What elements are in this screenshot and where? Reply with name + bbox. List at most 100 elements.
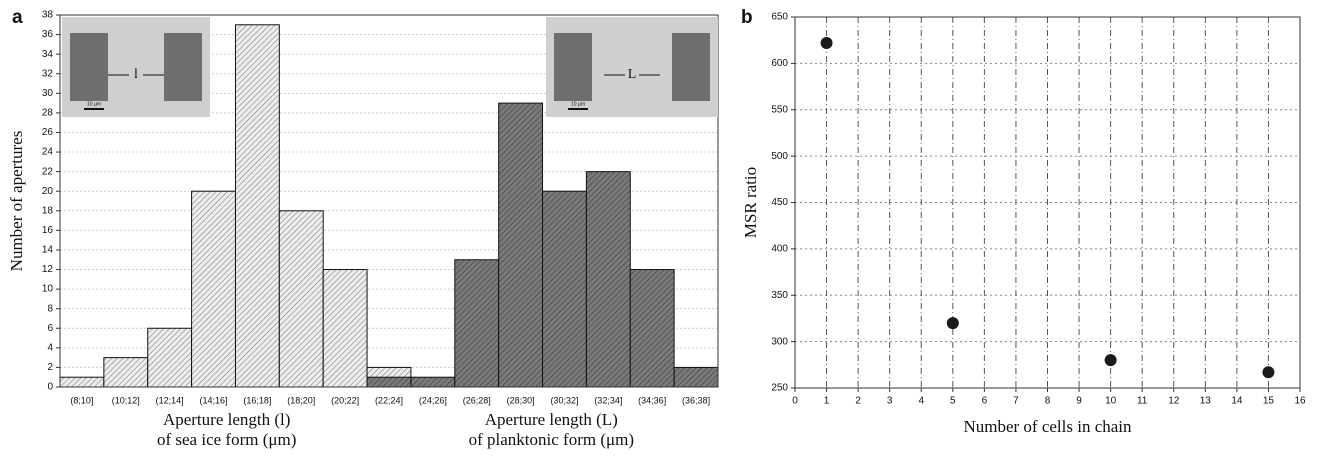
cell-right [672, 33, 710, 101]
x-tick-label: 0 [792, 396, 798, 407]
y-tick-label: 2 [47, 362, 53, 373]
x-tick-label: 9 [1076, 396, 1082, 407]
scale-bar-label: 10 μm [571, 101, 585, 107]
y-tick-label: 600 [771, 58, 788, 69]
x-axis-label: of planktonic form (μm) [469, 430, 634, 449]
point [820, 36, 833, 49]
y-tick-label: 34 [42, 49, 54, 60]
x-tick-label: (10;12] [112, 395, 140, 405]
bar [673, 366, 719, 388]
y-tick-label: 24 [42, 147, 54, 158]
y-tick-label: 20 [42, 186, 54, 197]
label-bg [625, 66, 639, 84]
x-tick-label: (14;16] [200, 395, 228, 405]
x-tick-label: (22;24] [375, 395, 403, 405]
x-tick-label: (36;38] [682, 395, 710, 405]
bar [366, 376, 412, 388]
y-tick-label: 28 [42, 108, 54, 119]
y-tick-label: 400 [771, 244, 788, 255]
bar [585, 171, 631, 388]
x-tick-label: (24;26] [419, 395, 447, 405]
x-tick-label: (26;28] [463, 395, 491, 405]
plot-frame [59, 14, 719, 388]
y-tick-label: 10 [42, 284, 54, 295]
bar [103, 357, 149, 388]
y-tick-label: 4 [47, 342, 53, 353]
x-tick-label: 16 [1294, 396, 1306, 407]
x-tick-label: (16;18] [243, 395, 271, 405]
x-tick-label: (28;30] [507, 395, 535, 405]
y-tick-label: 32 [42, 68, 54, 79]
bar [629, 269, 675, 388]
y-tick-label: 26 [42, 127, 54, 138]
x-tick-label: 8 [1045, 396, 1051, 407]
bar [542, 190, 587, 388]
y-tick-label: 300 [771, 336, 788, 347]
inset-label: l [134, 67, 138, 82]
y-axis-label: Number of apertures [7, 131, 26, 272]
x-tick-label: 4 [918, 396, 924, 407]
label-bg [129, 66, 143, 84]
y-tick-label: 250 [771, 383, 788, 394]
x-tick-label: (8;10] [70, 395, 93, 405]
point [1262, 366, 1275, 379]
inset-image: L 10 μm [546, 17, 718, 117]
x-tick-label: 13 [1200, 396, 1212, 407]
x-tick-label: 5 [950, 396, 956, 407]
y-tick-label: 350 [771, 290, 788, 301]
x-axis-label: of sea ice form (μm) [157, 430, 296, 449]
panel-label: a [12, 7, 23, 28]
x-tick-label: 11 [1137, 396, 1148, 407]
inset-label: L [628, 67, 637, 82]
scale-bar-label: 10 μm [87, 101, 101, 107]
x-tick-label: (18;20] [287, 395, 315, 405]
y-tick-label: 12 [42, 264, 54, 275]
x-tick-label: 10 [1105, 396, 1117, 407]
bar [322, 269, 368, 388]
bar [234, 24, 280, 388]
y-tick-label: 450 [771, 197, 788, 208]
bar [454, 259, 500, 388]
y-tick-label: 8 [47, 303, 53, 314]
y-tick-label: 0 [47, 382, 53, 393]
cell-left [554, 33, 592, 101]
inset-image: l 10 μm [62, 17, 210, 117]
x-tick-label: (34;36] [638, 395, 666, 405]
y-tick-label: 550 [771, 104, 788, 115]
x-tick-label: 2 [855, 396, 861, 407]
panel-label: b [741, 7, 753, 28]
x-tick-label: 14 [1231, 396, 1243, 407]
bar [278, 210, 324, 388]
y-axis-label: MSR ratio [741, 167, 760, 238]
bar [59, 376, 105, 388]
x-tick-label: 1 [824, 396, 830, 407]
y-tick-label: 6 [47, 323, 53, 334]
x-tick-label: 3 [887, 396, 893, 407]
x-tick-label: 6 [982, 396, 988, 407]
plot-frame [794, 16, 1301, 389]
cell-right [164, 33, 202, 101]
x-tick-label: 15 [1263, 396, 1275, 407]
bar [498, 102, 544, 388]
point [946, 317, 959, 330]
x-tick-label: 12 [1168, 396, 1180, 407]
y-tick-label: 650 [771, 12, 788, 23]
x-axis-label: Number of cells in chain [963, 417, 1132, 436]
x-axis-label: Aperture length (L) [485, 410, 618, 429]
bar [147, 327, 193, 388]
x-tick-label: (30;32] [550, 395, 578, 405]
y-tick-label: 500 [771, 151, 788, 162]
y-tick-label: 14 [42, 245, 54, 256]
y-tick-label: 30 [42, 88, 54, 99]
x-tick-label: (20;22] [331, 395, 359, 405]
point [1104, 354, 1117, 367]
y-tick-label: 18 [42, 205, 54, 216]
y-tick-label: 16 [42, 225, 54, 236]
y-tick-label: 38 [42, 10, 54, 21]
y-tick-label: 36 [42, 29, 54, 40]
x-tick-label: (12;14] [156, 395, 184, 405]
cell-left [70, 33, 108, 101]
y-tick-label: 22 [42, 166, 54, 177]
x-tick-label: (32;34] [594, 395, 622, 405]
